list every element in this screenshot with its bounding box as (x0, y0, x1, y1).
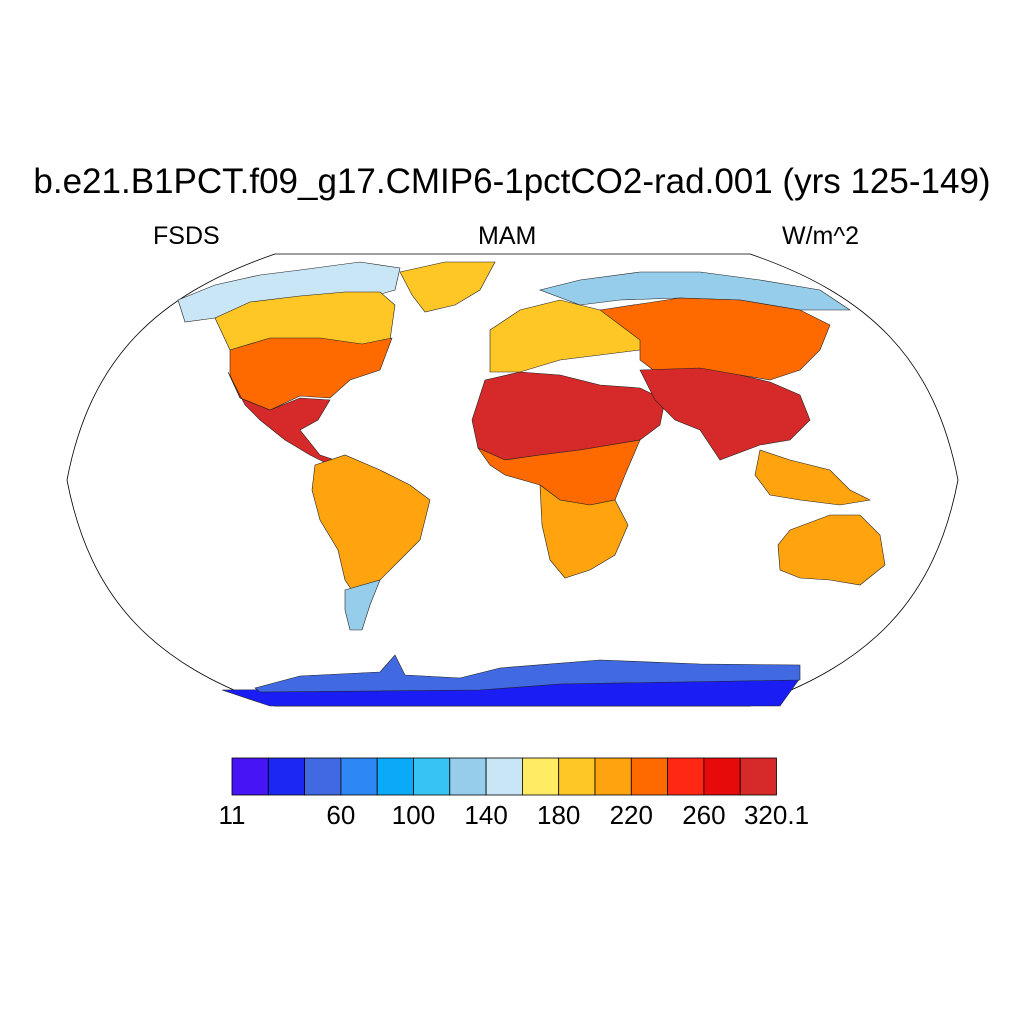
region-central-asia (599, 297, 831, 381)
colorbar-box (340, 757, 378, 796)
colorbar-tick-label: 11 (218, 800, 246, 830)
colorbar-box (739, 757, 777, 796)
colorbar-tick-label: 220 (609, 800, 653, 830)
variable-label: FSDS (153, 222, 220, 250)
colorbar-tick-label: 320.1 (743, 800, 810, 830)
plot-title: b.e21.B1PCT.f09_g17.CMIP6-1pctCO2-rad.00… (33, 162, 991, 201)
colorbar-tick-label: 100 (391, 800, 436, 830)
colorbar-tick-label: 260 (682, 800, 726, 830)
region-south-america (311, 454, 431, 596)
colorbar-box (667, 757, 705, 796)
colorbar-box (304, 757, 342, 796)
colorbar-tick-label: 140 (464, 800, 508, 830)
season-label: MAM (478, 222, 537, 250)
colorbar-box (449, 757, 487, 796)
region-patagonia (344, 579, 381, 631)
region-greenland (399, 261, 496, 313)
colorbar-box (231, 757, 269, 796)
region-australia (777, 514, 886, 586)
region-southeast-asia (754, 449, 871, 506)
region-antarctica-coast (254, 654, 801, 693)
region-southern-africa (539, 484, 629, 579)
colorbar-tick-label: 180 (536, 800, 581, 830)
colorbar-box (558, 757, 596, 796)
colorbar-box (413, 757, 451, 796)
colorbar-tick-label: 60 (326, 800, 356, 830)
colorbar-box (376, 757, 414, 796)
colorbar-box (267, 757, 305, 796)
units-label: W/m^2 (782, 222, 860, 250)
colorbar-box (630, 757, 668, 796)
colorbar-box (485, 757, 523, 796)
region-gulf-mexico-central-america (227, 371, 351, 471)
colorbar-box (594, 757, 632, 796)
region-central-africa (477, 439, 641, 506)
colorbar-box (703, 757, 741, 796)
colorbar-box (522, 757, 560, 796)
region-siberia (538, 271, 851, 311)
region-south-asia (639, 367, 811, 461)
